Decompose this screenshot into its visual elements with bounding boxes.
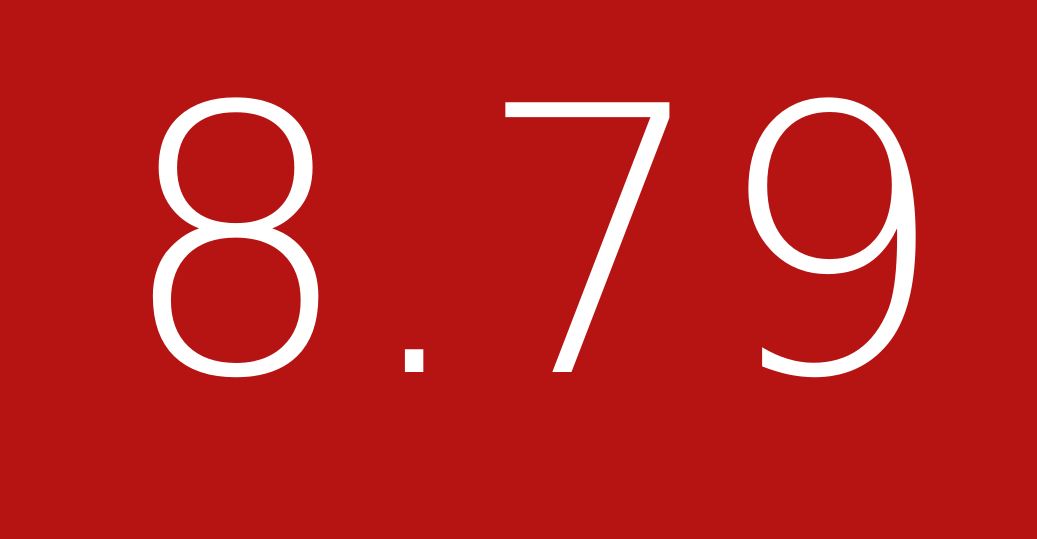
value-text: 8.79	[118, 30, 950, 460]
